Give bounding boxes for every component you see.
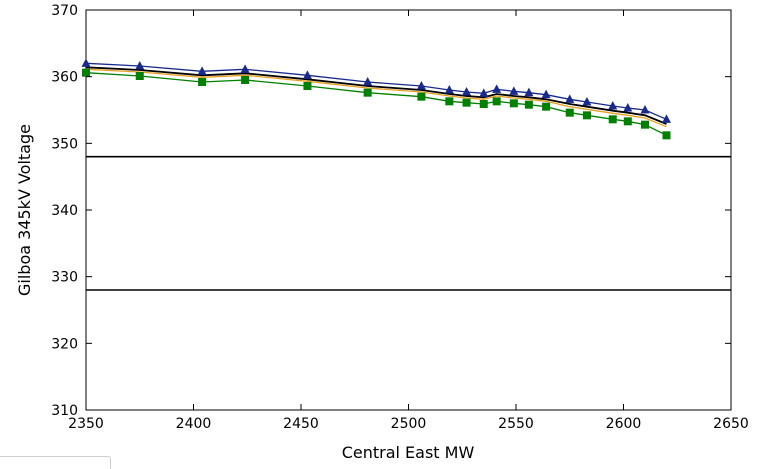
series-0-point-18 — [640, 105, 650, 114]
series-0-point-16 — [608, 101, 618, 110]
series-0-point-15 — [582, 97, 592, 106]
series-3-point-0 — [82, 68, 90, 77]
series-3-point-10 — [492, 97, 501, 106]
x-tick-label-3: 2500 — [391, 416, 427, 432]
series-3-point-13 — [542, 102, 551, 111]
series-3-point-12 — [524, 100, 533, 109]
series-0-point-4 — [302, 70, 312, 79]
series-line-3 — [85, 72, 667, 136]
series-3-point-9 — [479, 100, 488, 108]
series-3-point-6 — [417, 92, 426, 101]
series-0-point-11 — [509, 86, 519, 95]
y-tick-label-2: 330 — [51, 270, 78, 286]
y-tick-label-0: 310 — [51, 403, 78, 419]
series-0-point-3 — [240, 64, 250, 73]
y-tick-label-5: 360 — [51, 70, 78, 86]
series-line-2 — [85, 68, 667, 128]
x-tick-label-0: 2350 — [68, 416, 104, 432]
series-0-point-9 — [479, 88, 489, 97]
series-0-point-14 — [565, 94, 575, 103]
series-3-point-16 — [608, 115, 617, 124]
x-axis-label: Central East MW — [342, 443, 475, 462]
series-3-point-7 — [445, 97, 454, 106]
series-0-point-8 — [462, 87, 472, 96]
y-tick-label-3: 340 — [51, 203, 78, 219]
series-3-point-17 — [623, 117, 632, 126]
series-0-point-10 — [492, 84, 502, 93]
series-3-point-11 — [509, 99, 518, 108]
series-3-point-5 — [363, 88, 372, 97]
series-0-point-2 — [197, 66, 207, 75]
series-3-point-14 — [565, 108, 574, 117]
series-0-point-0 — [81, 58, 91, 67]
x-tick-label-5: 2600 — [606, 416, 642, 432]
series-3-point-19 — [662, 131, 671, 140]
series-3-point-2 — [198, 78, 207, 86]
series-0-point-19 — [662, 114, 671, 123]
series-0-point-1 — [135, 61, 145, 70]
series-line-1 — [85, 66, 667, 125]
y-axis-label: Gilboa 345kV Voltage — [15, 124, 34, 296]
y-tick-label-1: 320 — [51, 336, 78, 352]
x-axis-ticks: 2350 2400 2450 2500 2550 2600 2650 — [68, 10, 749, 432]
series-3-point-1 — [135, 72, 144, 80]
y-tick-label-4: 350 — [51, 136, 78, 152]
x-tick-label-2: 2450 — [283, 416, 319, 432]
series-3-point-4 — [303, 82, 312, 90]
limit-lines — [86, 155, 731, 291]
series-0-point-13 — [541, 89, 551, 99]
x-tick-label-6: 2650 — [713, 416, 749, 432]
series-0-point-12 — [524, 87, 534, 97]
series-0-point-5 — [363, 77, 373, 86]
series-3-point-8 — [462, 98, 471, 107]
series-0-point-17 — [623, 103, 633, 112]
series-3-point-15 — [582, 111, 591, 120]
series-3-point-18 — [641, 120, 649, 129]
series-0-point-7 — [444, 85, 454, 94]
x-tick-label-1: 2400 — [176, 416, 212, 432]
y-axis-ticks: 310 320 330 340 350 360 370 — [51, 3, 731, 419]
series-group — [81, 58, 671, 140]
legend-box — [0, 456, 111, 469]
series-0-point-6 — [416, 81, 426, 90]
series-line-0 — [85, 62, 667, 120]
x-tick-label-4: 2550 — [498, 416, 534, 432]
series-3-point-3 — [241, 76, 250, 84]
y-tick-label-6: 370 — [51, 3, 78, 19]
